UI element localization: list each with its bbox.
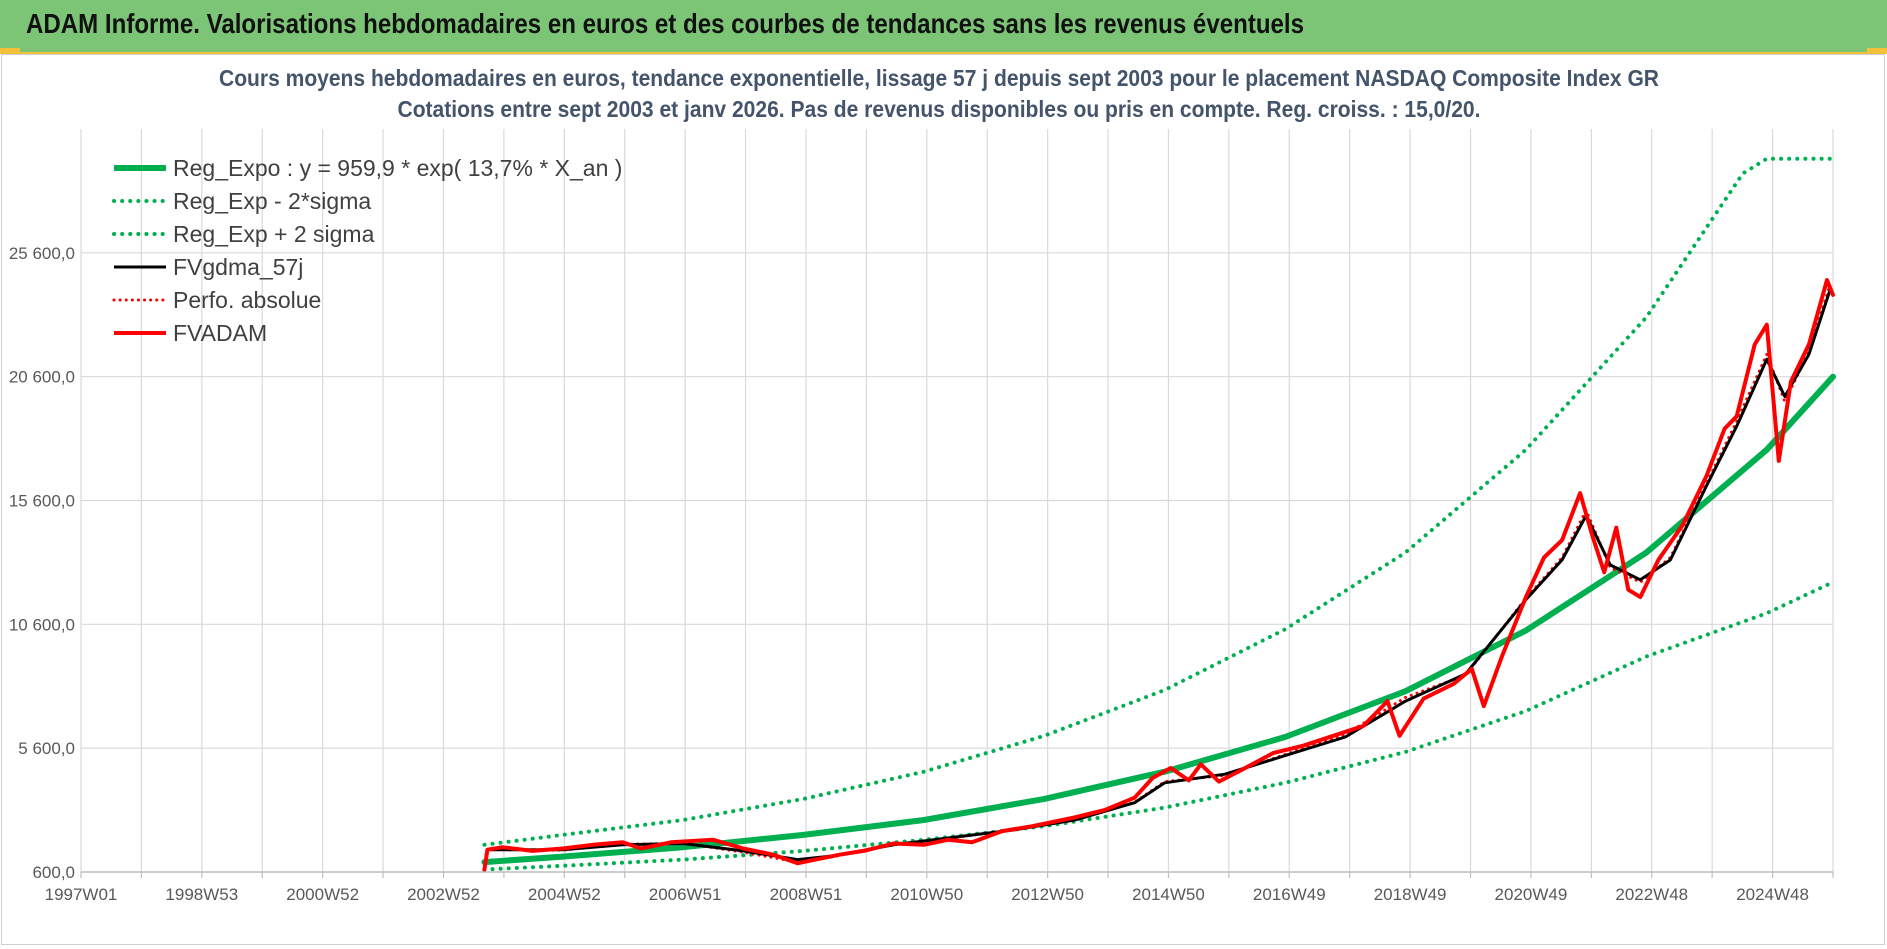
series-line-5 bbox=[482, 278, 1835, 872]
line-chart: 600,0 5 600,0 10 600,0 15 600,0 20 600,0 25 6… bbox=[9, 65, 1836, 904]
chart-title-line1: Cours moyens hebdomadaires en euros, ten… bbox=[219, 65, 1659, 91]
x-tick-label: 2006W51 bbox=[649, 885, 722, 904]
x-tick-label: 2000W52 bbox=[286, 885, 359, 904]
x-tick-label: 2016W49 bbox=[1253, 885, 1326, 904]
x-tick-label: 2018W49 bbox=[1374, 885, 1447, 904]
x-tick-label: 2022W48 bbox=[1615, 885, 1688, 904]
legend-label: FVgdma_57j bbox=[173, 254, 303, 280]
legend-label: Reg_Exp + 2 sigma bbox=[173, 221, 375, 247]
x-tick-label: 2012W50 bbox=[1011, 885, 1084, 904]
series-line-2 bbox=[482, 156, 1835, 847]
series-layer bbox=[481, 156, 1836, 872]
y-tick-label: 5 600,0 bbox=[18, 739, 75, 758]
series-line-4 bbox=[482, 283, 1832, 871]
series-line-1 bbox=[482, 580, 1835, 872]
chart-legend: Reg_Expo : y = 959,9 * exp( 13,7% * X_an… bbox=[112, 155, 622, 346]
x-tick-label: 2014W50 bbox=[1132, 885, 1205, 904]
x-tick-label: 2008W51 bbox=[770, 885, 843, 904]
x-tick-label: 2002W52 bbox=[407, 885, 480, 904]
y-tick-label: 25 600,0 bbox=[9, 244, 75, 263]
grid-layer bbox=[80, 129, 1834, 873]
series-line-0 bbox=[481, 373, 1836, 866]
legend-label: Perfo. absolue bbox=[173, 287, 321, 313]
y-tick-label: 10 600,0 bbox=[9, 615, 75, 634]
corner-accent-left bbox=[0, 48, 20, 54]
corner-accent-right bbox=[1867, 48, 1887, 54]
y-tick-label: 15 600,0 bbox=[9, 492, 75, 511]
x-tick-label: 2010W50 bbox=[890, 885, 963, 904]
x-tick-label: 1997W01 bbox=[45, 885, 118, 904]
page-title: ADAM Informe. Valorisations hebdomadaire… bbox=[26, 8, 1305, 39]
legend-label: Reg_Expo : y = 959,9 * exp( 13,7% * X_an… bbox=[173, 155, 622, 181]
x-tick-label: 2004W52 bbox=[528, 885, 601, 904]
y-tick-label: 600,0 bbox=[32, 863, 75, 882]
y-tick-label: 20 600,0 bbox=[9, 368, 75, 387]
x-tick-label: 2024W48 bbox=[1736, 885, 1809, 904]
x-tick-label: 1998W53 bbox=[165, 885, 238, 904]
axis-layer: 600,0 5 600,0 10 600,0 15 600,0 20 600,0 25 6… bbox=[9, 244, 1834, 904]
x-tick-label: 2020W49 bbox=[1495, 885, 1568, 904]
chart-frame: 600,0 5 600,0 10 600,0 15 600,0 20 600,0 25 6… bbox=[1, 54, 1885, 945]
chart-title-line2: Cotations entre sept 2003 et janv 2026. … bbox=[398, 96, 1481, 122]
legend-label: Reg_Exp - 2*sigma bbox=[173, 188, 371, 214]
header-bar: ADAM Informe. Valorisations hebdomadaire… bbox=[0, 0, 1887, 54]
legend-label: FVADAM bbox=[173, 320, 267, 346]
